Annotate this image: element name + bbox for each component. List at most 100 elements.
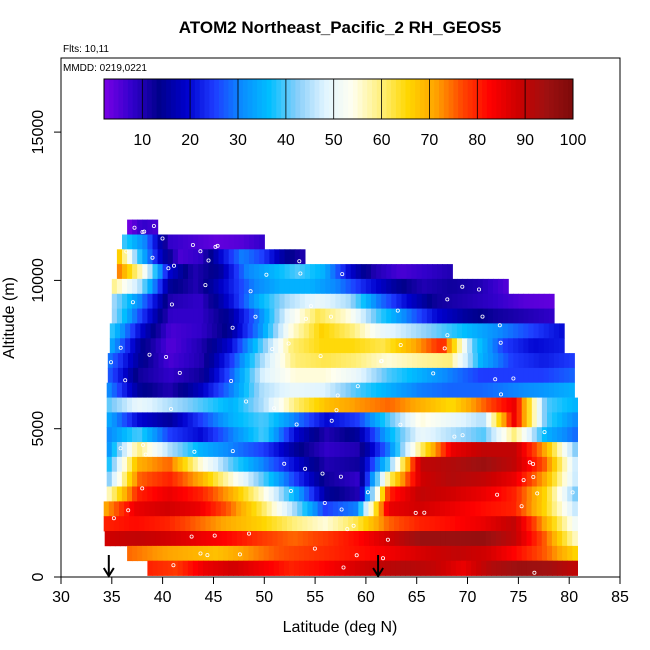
heatmap-cell xyxy=(152,456,158,473)
heatmap-cell xyxy=(164,501,171,517)
heatmap-cell xyxy=(383,501,390,517)
heatmap-cell xyxy=(432,382,438,398)
heatmap-cell xyxy=(309,456,315,473)
heatmap-cell xyxy=(252,323,259,339)
x-tick-label: 55 xyxy=(306,589,324,606)
heatmap-cell xyxy=(516,486,523,502)
heatmap-cell xyxy=(421,323,427,339)
heatmap-cell xyxy=(239,353,246,369)
heatmap-cell xyxy=(404,501,410,517)
heatmap-cell xyxy=(437,278,443,295)
heatmap-cell xyxy=(481,397,487,413)
heatmap-cell xyxy=(228,264,235,280)
observation-point xyxy=(322,500,327,505)
heatmap-cell xyxy=(359,545,366,562)
heatmap-cell xyxy=(482,323,489,339)
heatmap-cell xyxy=(247,531,253,547)
heatmap-cell xyxy=(486,471,492,487)
heatmap-cell xyxy=(254,249,260,265)
heatmap-cell xyxy=(541,397,548,413)
heatmap-cell xyxy=(482,308,489,324)
heatmap-cell xyxy=(188,293,194,309)
heatmap-cell xyxy=(349,338,356,354)
heatmap-cell xyxy=(144,516,151,532)
heatmap-cell xyxy=(290,353,296,369)
heatmap-cell xyxy=(256,501,263,517)
heatmap-cell xyxy=(521,545,528,562)
colorbar-segment xyxy=(228,79,234,119)
heatmap-cell xyxy=(274,293,281,309)
heatmap-cell xyxy=(491,397,497,413)
heatmap-cell xyxy=(233,486,239,502)
heatmap-cell xyxy=(455,442,462,458)
heatmap-cell xyxy=(461,560,467,576)
heatmap-cell xyxy=(419,516,426,532)
heatmap-cell xyxy=(288,442,295,458)
heatmap-cell xyxy=(238,471,244,487)
heatmap-cell xyxy=(451,338,458,354)
heatmap-cell xyxy=(503,367,509,384)
heatmap-cell xyxy=(187,560,194,576)
heatmap-cell xyxy=(395,471,401,487)
heatmap-cell xyxy=(140,323,147,339)
heatmap-cell xyxy=(426,293,433,309)
heatmap-cell xyxy=(157,278,164,295)
heatmap-cell xyxy=(187,456,194,473)
heatmap-cell xyxy=(496,560,503,576)
heatmap-cell xyxy=(380,412,386,428)
heatmap-cell xyxy=(521,397,528,413)
heatmap-cell xyxy=(460,412,467,428)
heatmap-cell xyxy=(137,382,143,398)
heatmap-cell xyxy=(437,264,443,280)
heatmap-cell xyxy=(148,367,154,384)
heatmap-cell xyxy=(457,353,464,369)
heatmap-cell xyxy=(147,397,153,413)
observation-point xyxy=(413,510,418,515)
heatmap-cell xyxy=(228,278,235,295)
heatmap-cell xyxy=(477,278,484,295)
heatmap-cell xyxy=(249,353,256,369)
heatmap-cell xyxy=(178,353,185,369)
heatmap-cell xyxy=(247,323,254,339)
observation-point xyxy=(493,377,498,382)
observation-point xyxy=(329,418,334,423)
colorbar-segment xyxy=(156,79,162,119)
heatmap-cell xyxy=(193,278,199,295)
heatmap-cell xyxy=(452,353,459,369)
heatmap-cell xyxy=(307,516,314,532)
heatmap-cell xyxy=(288,456,295,473)
heatmap-cell xyxy=(409,516,415,532)
heatmap-cell xyxy=(228,545,234,562)
heatmap-cell xyxy=(414,531,421,547)
heatmap-cell xyxy=(137,293,143,309)
heatmap-cell xyxy=(304,486,310,502)
observation-point xyxy=(166,266,171,271)
heatmap-cell xyxy=(471,545,477,562)
heatmap-cell xyxy=(501,412,508,428)
heatmap-cell xyxy=(385,545,391,562)
heatmap-cell xyxy=(198,234,204,250)
heatmap-cell xyxy=(195,501,202,517)
heatmap-cell xyxy=(366,353,373,369)
heatmap-cell xyxy=(116,308,123,324)
heatmap-cell xyxy=(339,338,346,354)
heatmap-cell xyxy=(425,442,432,458)
heatmap-cell xyxy=(192,427,199,443)
heatmap-cell xyxy=(501,471,508,487)
heatmap-cell xyxy=(396,308,403,324)
heatmap-cell xyxy=(538,353,545,369)
heatmap-cell xyxy=(554,367,560,384)
heatmap-cell xyxy=(223,427,229,443)
heatmap-cell xyxy=(420,545,427,562)
heatmap-cell xyxy=(133,353,139,369)
heatmap-cell xyxy=(208,278,215,295)
observation-point xyxy=(198,551,203,556)
heatmap-cell xyxy=(157,264,164,280)
colorbar-segment xyxy=(242,79,249,119)
heatmap-cell xyxy=(557,560,563,576)
heatmap-cell xyxy=(157,486,163,502)
heatmap-cell xyxy=(172,382,179,398)
heatmap-cell xyxy=(435,560,442,576)
heatmap-cell xyxy=(132,293,138,309)
colorbar-segment xyxy=(510,79,517,119)
